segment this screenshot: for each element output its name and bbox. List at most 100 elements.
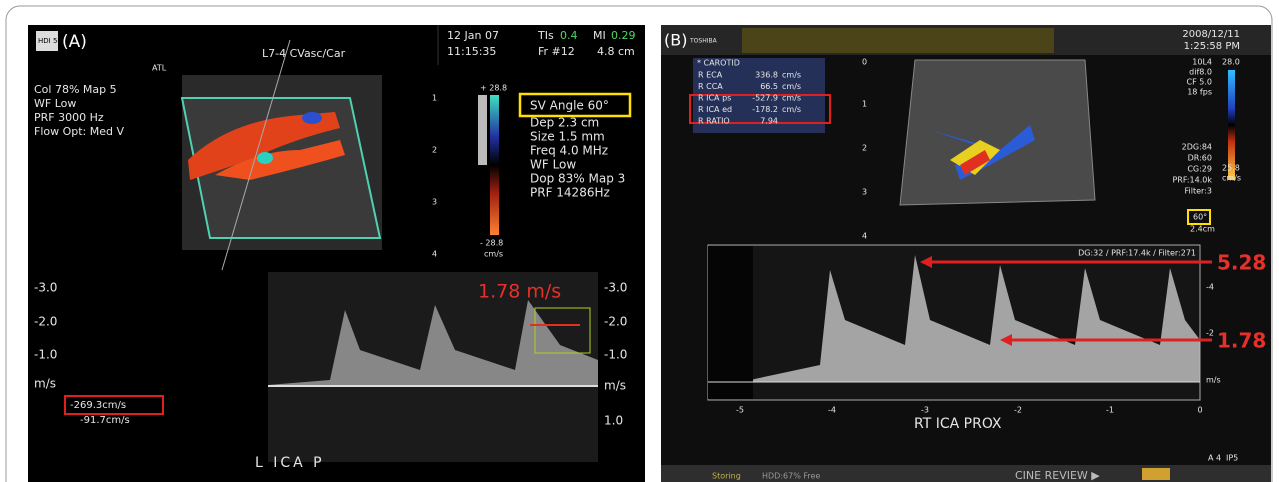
sv-depth: 2.4cm	[1190, 225, 1215, 234]
color-min: 25.8	[1222, 164, 1240, 173]
table-cell: -178.2	[752, 105, 778, 114]
arrow-head	[1000, 334, 1012, 346]
site: L ICA P	[255, 455, 325, 471]
time-label: -3	[921, 406, 929, 415]
color-flow	[215, 140, 345, 180]
frame-number: Fr #12	[538, 45, 575, 58]
measurement: -91.7cm/s	[80, 415, 130, 426]
cine-icon	[1142, 468, 1170, 480]
depth-label: 0	[862, 58, 867, 67]
color-setting: WF Low	[34, 97, 76, 110]
doppler-settings: DG:32 / PRF:17.4k / Filter:271	[1078, 249, 1196, 258]
cine: CINE REVIEW ▶	[1015, 469, 1100, 482]
color-max: + 28.8	[480, 84, 507, 93]
peak-systolic: 5.28	[1217, 251, 1266, 275]
gain-setting: 2DG:84	[1182, 143, 1212, 152]
image-setting: CF 5.0	[1187, 78, 1212, 87]
velocity-label: 1.0	[604, 414, 623, 428]
depth-label: 4	[432, 250, 437, 259]
color-bar	[490, 95, 499, 235]
highlight-box	[518, 92, 632, 118]
velocity-label: m/s	[1206, 376, 1221, 385]
table-cell: cm/s	[782, 82, 801, 91]
doppler-setting: PRF 14286Hz	[530, 186, 610, 200]
doppler-setting: Freq 4.0 MHz	[530, 144, 608, 158]
highlight-box	[1187, 209, 1211, 225]
velocity-label: -2	[1206, 329, 1214, 338]
color-min: - 28.8	[480, 239, 503, 248]
time-label: 0	[1197, 406, 1202, 415]
highlight-box	[689, 94, 831, 124]
time-label: -4	[828, 406, 836, 415]
color-flow	[302, 112, 322, 124]
time-label: -2	[1014, 406, 1022, 415]
table-cell: R ICA ps	[698, 94, 731, 103]
velocity-label: -3.0	[604, 281, 627, 295]
color-setting: Col 78% Map 5	[34, 83, 117, 96]
patient-bar	[742, 28, 1054, 53]
tis-value: 0.4	[560, 29, 578, 42]
velocity-label: -4	[1206, 283, 1214, 292]
velocity-label: -1.0	[604, 348, 627, 362]
depth-label: 1	[862, 100, 867, 109]
velocity-label: -3.0	[34, 281, 57, 295]
site: RT ICA PROX	[914, 416, 1002, 432]
depth-label: 3	[432, 198, 437, 207]
image-depth: 4.8 cm	[597, 45, 635, 58]
mode: A 4	[1208, 454, 1221, 463]
brand: ATL	[152, 64, 167, 73]
gain-setting: PRF:14.0k	[1172, 176, 1212, 185]
time: 1:25:58 PM	[1184, 41, 1240, 52]
doppler-setting: Size 1.5 mm	[530, 130, 605, 144]
doppler-setting: Dop 83% Map 3	[530, 172, 625, 186]
mi-value: 0.29	[611, 29, 636, 42]
velocity-label: -2.0	[604, 315, 627, 329]
gain-setting: CG:29	[1187, 165, 1212, 174]
table-cell: -527.9	[752, 94, 778, 103]
velocity-label: -2.0	[34, 315, 57, 329]
table-cell: R CCA	[698, 82, 723, 91]
table-cell: cm/s	[782, 94, 801, 103]
end-diastolic: 1.78	[1217, 329, 1266, 353]
gain-setting: DR:60	[1188, 154, 1212, 163]
probe: L7-4 CVasc/Car	[262, 47, 346, 60]
table-title: * CAROTID	[697, 59, 740, 68]
table-cell: R ECA	[698, 71, 723, 80]
color-unit: cm/s	[1222, 174, 1241, 183]
angle: 60°	[1193, 213, 1207, 222]
color-flow	[257, 152, 273, 164]
spectral-waveform	[268, 300, 598, 385]
brand: TOSHIBA	[689, 38, 718, 45]
depth-label: 1	[432, 94, 437, 103]
gain-setting: Filter:3	[1185, 187, 1212, 196]
image-setting: 18 fps	[1187, 88, 1212, 97]
measurement: -269.3cm/s	[70, 400, 126, 411]
doppler-setting: WF Low	[530, 158, 576, 172]
time: 11:15:35	[447, 45, 496, 58]
panel-label: (B)	[664, 31, 687, 50]
color-setting: Flow Opt: Med V	[34, 125, 125, 138]
highlight-box	[64, 395, 164, 415]
logo: HDI 5000	[38, 37, 71, 45]
velocity-label: m/s	[34, 377, 56, 391]
color-unit: cm/s	[484, 250, 503, 259]
angle-marker	[534, 307, 591, 354]
table-cell: cm/s	[782, 71, 801, 80]
disk: HDD:67% Free	[762, 472, 820, 481]
spectral-gap	[708, 246, 753, 399]
time-label: -5	[736, 406, 744, 415]
table-cell: 336.8	[755, 71, 778, 80]
table-cell: 66.5	[760, 82, 778, 91]
peak-annotation: 1.78 m/s	[478, 281, 561, 303]
tis-label: TIs	[537, 29, 554, 42]
depth-label: 2	[432, 146, 437, 155]
color-flow	[930, 125, 1035, 180]
spectral-waveform	[750, 255, 1200, 382]
color-max: 28.0	[1222, 58, 1240, 67]
date: 12 Jan 07	[447, 29, 499, 42]
velocity-label: -1.0	[34, 348, 57, 362]
mi-label: MI	[593, 29, 606, 42]
logo-box	[36, 31, 58, 51]
panel-label: (A)	[62, 32, 87, 52]
table-cell: R RATIO	[698, 117, 730, 126]
